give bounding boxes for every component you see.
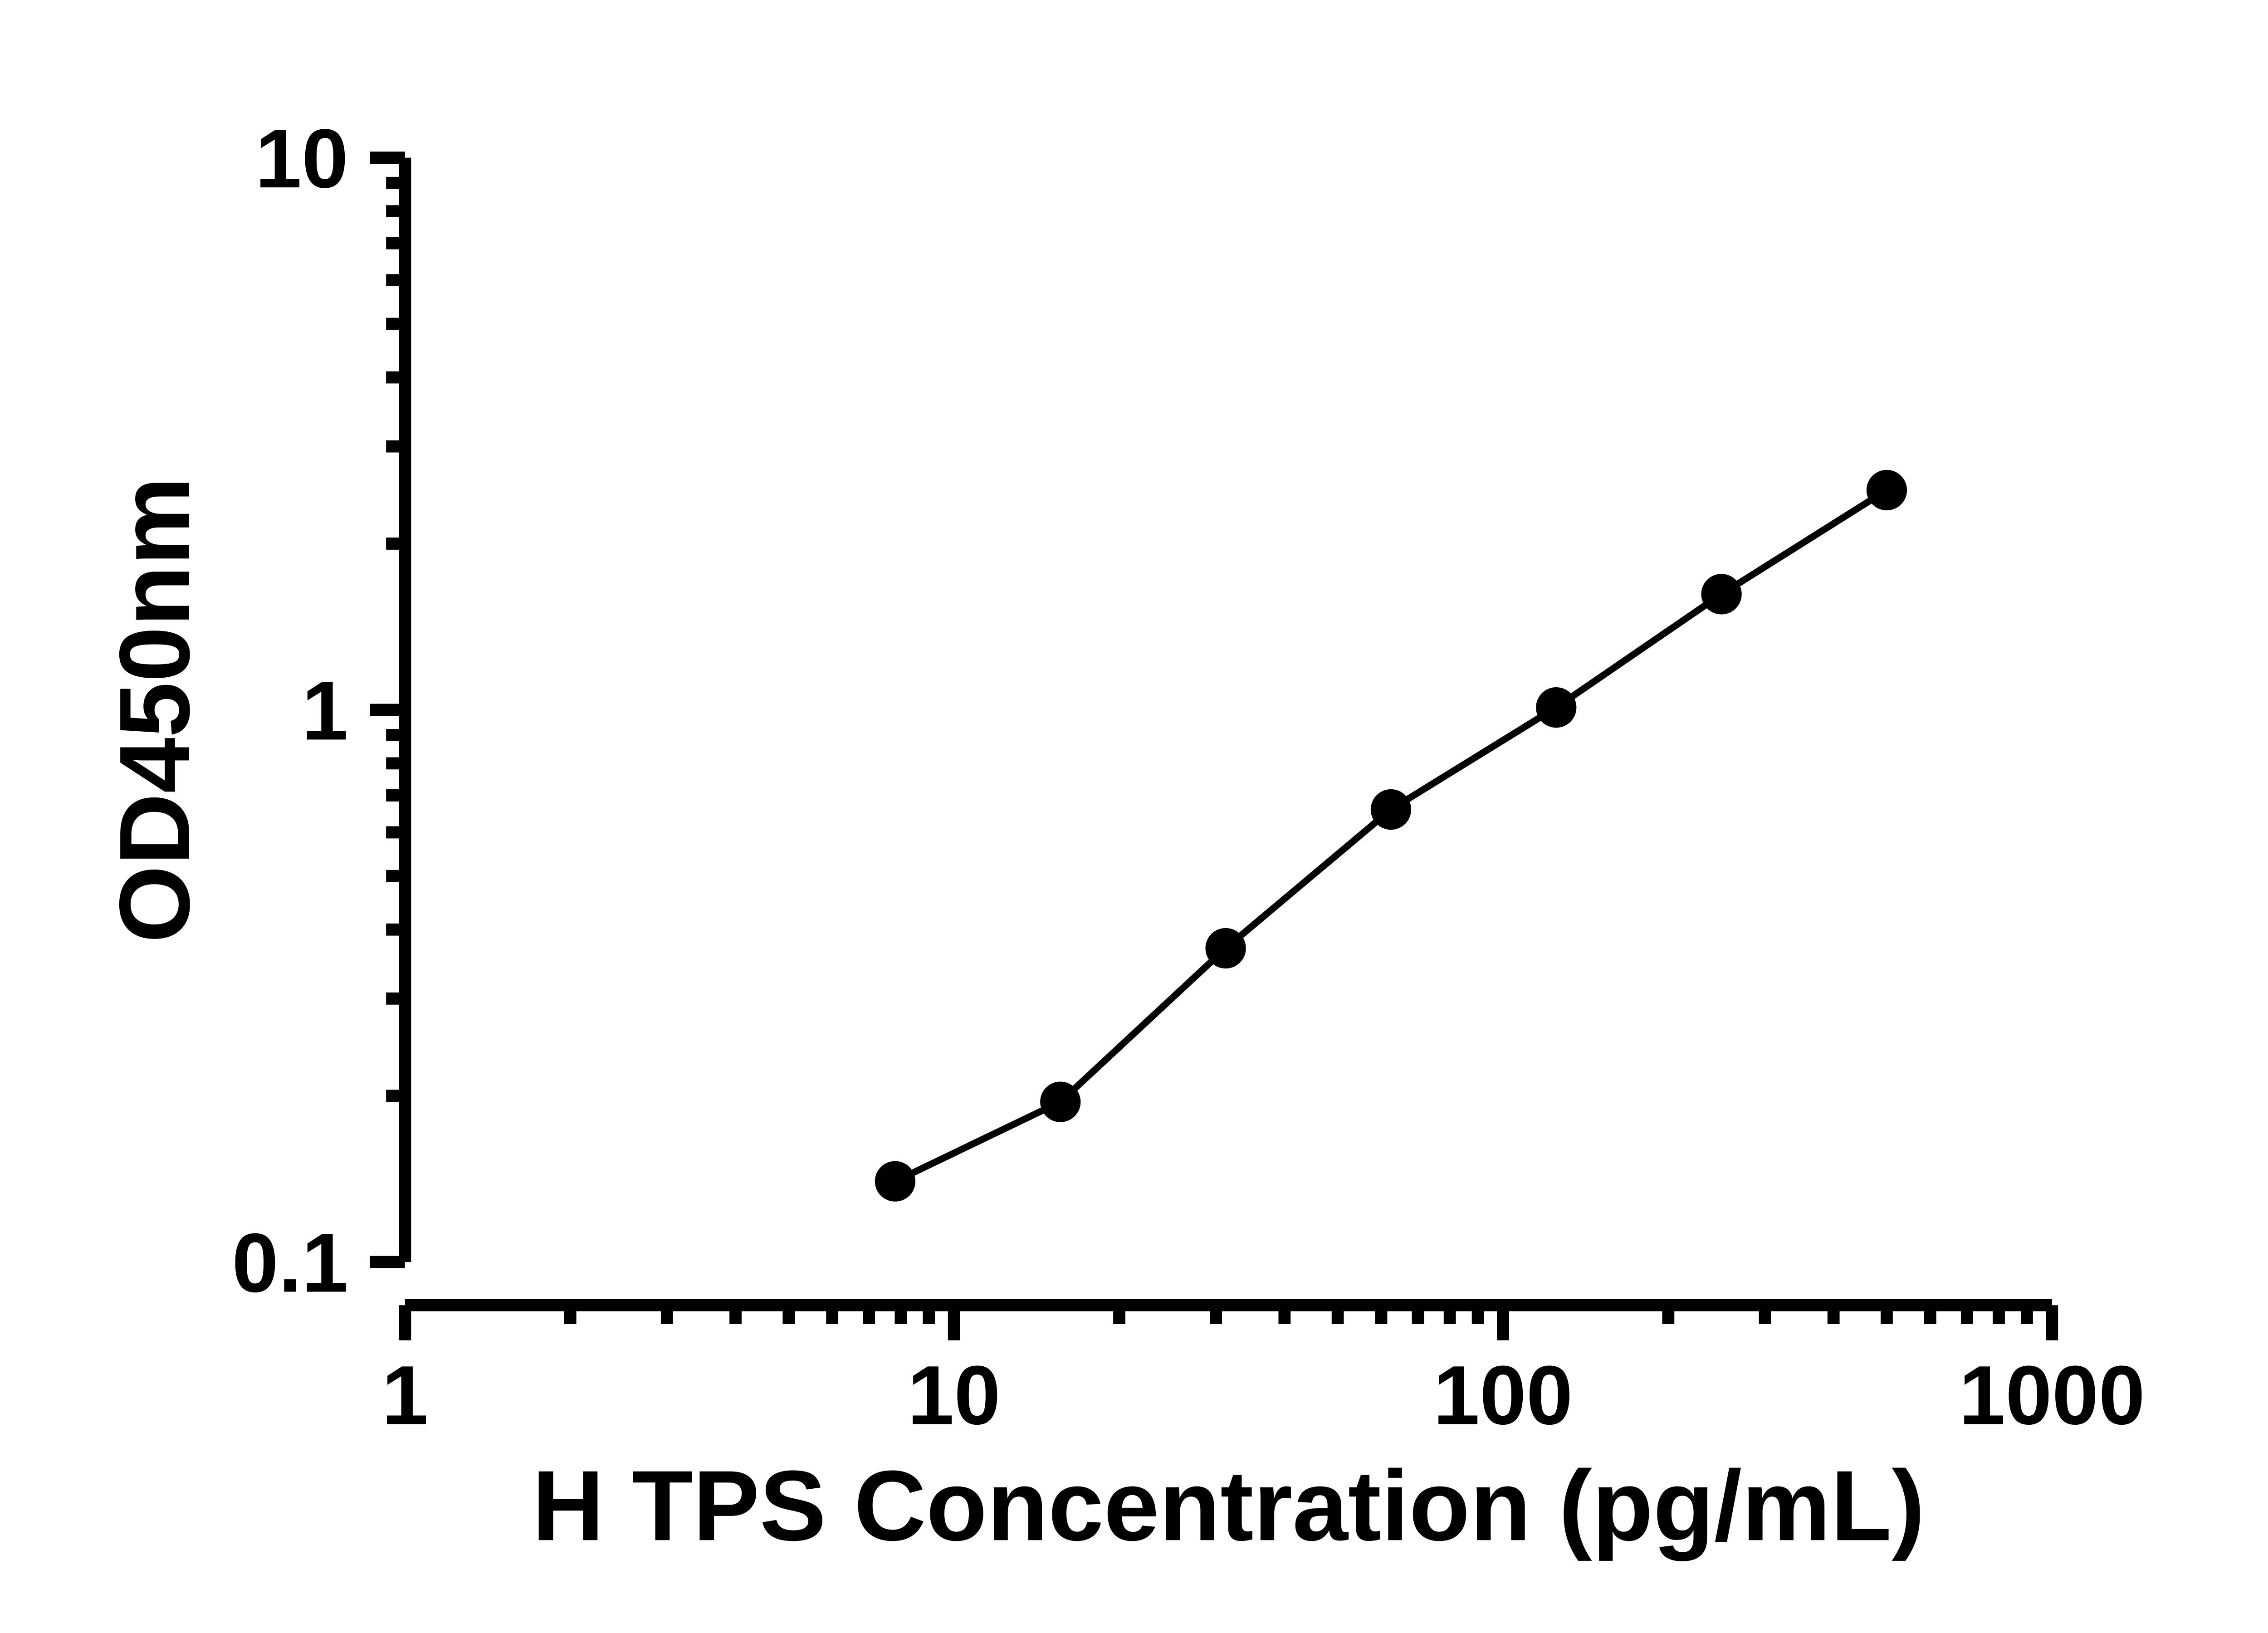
x-tick-label: 1: [382, 1349, 429, 1442]
data-point: [1205, 928, 1246, 969]
x-axis-title: H TPS Concentration (pg/mL): [532, 1450, 1925, 1561]
data-point: [1866, 469, 1907, 511]
data-point: [875, 1161, 916, 1202]
data-point: [1536, 687, 1577, 728]
data-point: [1370, 789, 1412, 830]
y-tick-label: 0.1: [232, 1217, 348, 1310]
y-axis-title: OD450nm: [99, 477, 210, 943]
data-point: [1701, 574, 1742, 615]
y-tick-label: 1: [302, 664, 348, 758]
data-point: [1040, 1081, 1081, 1122]
plot-layer: 1 10 100 1000 0.1 1 10: [232, 112, 2145, 1442]
x-tick-label: 10: [908, 1349, 1001, 1442]
x-tick-label: 100: [1433, 1349, 1573, 1442]
x-tick-label: 1000: [1959, 1349, 2145, 1442]
y-tick-label: 10: [255, 112, 348, 205]
